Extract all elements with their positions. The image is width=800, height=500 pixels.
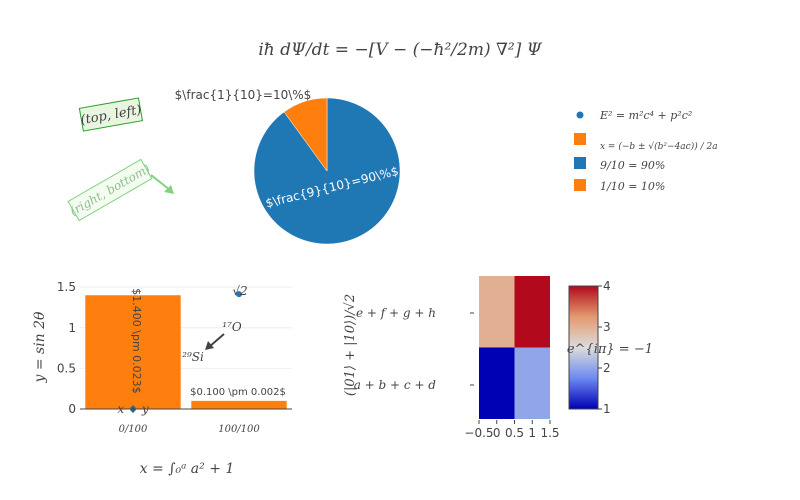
figure-title: iħ dΨ/dt = −[V − (−ħ²/2m) ∇²] Ψ xyxy=(258,40,542,60)
heatmap-cell xyxy=(479,347,515,419)
bar-x-tick: 0/100 xyxy=(119,424,148,435)
annotation-arrow-green xyxy=(150,174,171,191)
legend-symbol-square xyxy=(574,157,586,169)
legend-symbol-square xyxy=(574,133,586,145)
bar xyxy=(191,400,287,409)
scatter-point-label: x + y xyxy=(117,402,148,416)
heatmap-x-tick: 1 xyxy=(528,426,536,440)
pie-chart: $\frac{1}{10}=10\%$ $\frac{9}{10}=90\%$ xyxy=(175,88,401,245)
scatter-point xyxy=(130,406,136,412)
bar-y-tick: 1.5 xyxy=(57,280,76,294)
arrow-annotation-head-label: ¹⁷O xyxy=(222,320,242,334)
scatter-point-label: √2 xyxy=(232,284,247,298)
heatmap-cell xyxy=(479,276,515,348)
heatmap-chart: −0.5 0 0.5 1 1.5 e + f + g + h a + b + c + d… xyxy=(343,276,653,440)
arrow-annotation-shaft xyxy=(208,333,225,348)
arrow-annotation-head xyxy=(205,341,214,350)
annotation-top-left: (top, left) xyxy=(78,97,144,132)
bar-y-tick: 1 xyxy=(68,321,76,335)
annotation-top-left-box xyxy=(78,97,144,132)
legend-item-ten[interactable]: 1/10 = 10% xyxy=(600,180,665,193)
pie-slice-label-outside: $\frac{1}{10}=10\%$ xyxy=(175,88,312,102)
legend-symbol-square xyxy=(574,179,586,191)
colorbar-tick: 3 xyxy=(603,320,611,334)
legend-item-ninety[interactable]: 9/10 = 90% xyxy=(600,159,665,172)
heatmap-x-tick: 0.5 xyxy=(505,426,524,440)
legend-symbol-dot xyxy=(576,111,584,119)
heatmap-x-tick: −0.5 xyxy=(464,426,493,440)
bar-value-label: $1.400 \pm 0.023$ xyxy=(130,288,143,393)
annotation-right-bottom-text: (right, bottom) xyxy=(68,161,153,218)
annotation-right-bottom: (right, bottom) xyxy=(67,158,174,222)
arrow-annotation-text: ²⁹Si xyxy=(182,350,204,364)
annotation-arrow-green-head xyxy=(164,185,174,194)
heatmap-x-tick: 0 xyxy=(493,426,501,440)
colorbar-tick: 1 xyxy=(603,402,611,416)
heatmap-y-axis-title: (|01⟩ + |10⟩)/√2 xyxy=(343,294,358,396)
bar-y-axis-title: y = sin 2θ xyxy=(32,311,48,384)
legend-item-quadratic[interactable]: x = (−b ± √(b²−4ac)) / 2a xyxy=(600,141,718,152)
colorbar xyxy=(568,285,599,410)
heatmap-x-tick: 1.5 xyxy=(540,426,559,440)
bar-x-tick: 100/100 xyxy=(218,424,260,435)
colorbar-tick: 2 xyxy=(603,361,611,375)
bar-x-axis-title: x = ∫₀ᵃ a² + 1 xyxy=(140,461,235,477)
bar-y-tick: 0.5 xyxy=(57,361,76,375)
legend[interactable]: E² = m²c⁴ + p²c² x = (−b ± √(b²−4ac)) / … xyxy=(574,109,718,193)
bar-y-tick: 0 xyxy=(68,402,76,416)
heatmap-y-tick: a + b + c + d xyxy=(354,378,437,392)
bar xyxy=(85,295,181,409)
pie-slice xyxy=(283,97,328,172)
bar-chart: 0 0.5 1 1.5 $1.400 \pm 0.023$ $0.100 \pm 0.… xyxy=(32,280,292,477)
colorbar-title: e^{iπ} = −1 xyxy=(567,342,653,357)
scatter-point xyxy=(236,291,242,298)
heatmap-cell xyxy=(514,276,550,348)
colorbar-tick: 4 xyxy=(603,279,611,293)
heatmap-y-tick: e + f + g + h xyxy=(356,306,436,320)
heatmap-cell xyxy=(514,347,550,419)
annotation-right-bottom-box xyxy=(67,158,153,222)
legend-item-energy[interactable]: E² = m²c⁴ + p²c² xyxy=(599,109,692,122)
bar-value-label: $0.100 \pm 0.002$ xyxy=(190,387,286,398)
